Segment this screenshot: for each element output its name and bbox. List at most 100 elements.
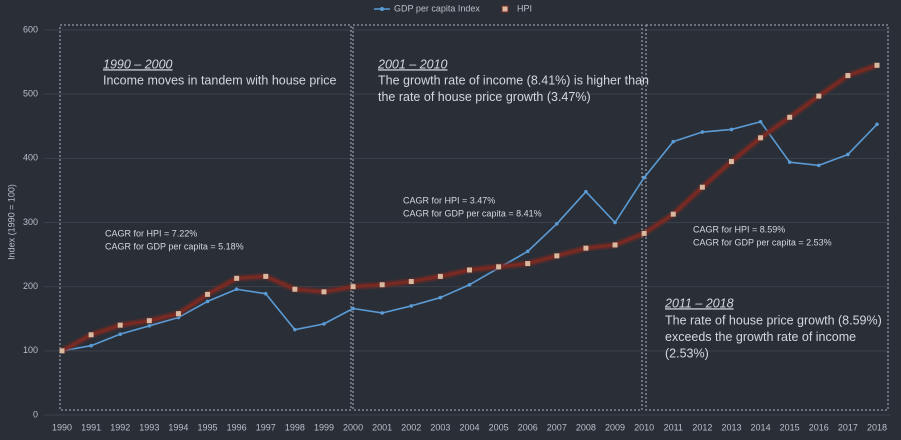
y-tick-label: 100 [23, 345, 38, 355]
point [670, 211, 676, 217]
x-tick-label: 2003 [430, 422, 450, 432]
point [555, 221, 559, 226]
point [117, 322, 123, 328]
point [118, 332, 123, 336]
x-tick-label: 2002 [401, 422, 421, 432]
point [845, 73, 851, 79]
legend-swatch [380, 7, 384, 11]
point [293, 327, 297, 332]
annotation-heading: 1990 – 2000 [103, 57, 173, 71]
x-tick-label: 1994 [168, 422, 188, 432]
point [874, 62, 880, 68]
point [205, 291, 211, 297]
annotation-text: the rate of house price growth (3.47%) [378, 90, 591, 104]
y-tick-label: 200 [23, 281, 38, 291]
point [699, 184, 705, 190]
legend-label: GDP per capita Index [394, 3, 480, 13]
point [205, 299, 210, 304]
x-tick-label: 2006 [518, 422, 538, 432]
annotation-text: The rate of house price growth (8.59%) [665, 313, 882, 327]
x-tick-label: 2011 [664, 422, 683, 432]
point [641, 230, 647, 236]
point [175, 311, 181, 317]
point [322, 322, 326, 326]
point [671, 139, 676, 144]
x-tick-label: 2010 [634, 422, 654, 432]
period-box [59, 24, 352, 411]
x-tick-label: 1999 [314, 422, 334, 432]
x-tick-label: 2015 [780, 422, 800, 432]
annotation-text: exceeds the growth rate of income [665, 330, 856, 344]
point [437, 273, 443, 279]
x-tick-label: 2007 [547, 422, 567, 432]
x-tick-label: 1991 [81, 422, 101, 432]
x-tick-label: 1996 [227, 422, 247, 432]
point [583, 245, 589, 251]
x-tick-label: 2017 [838, 422, 858, 432]
point [234, 287, 239, 292]
point [700, 130, 705, 134]
y-tick-label: 400 [23, 153, 38, 163]
legend-label: HPI [517, 3, 532, 13]
point [146, 318, 152, 324]
point [642, 175, 646, 180]
point [380, 311, 384, 315]
point [787, 160, 792, 164]
point [612, 242, 618, 248]
x-tick-label: 1995 [198, 422, 218, 432]
y-tick-label: 600 [23, 24, 38, 34]
point [263, 273, 269, 279]
annotation-cagr: CAGR for GDP per capita = 2.53% [693, 237, 832, 247]
point [846, 152, 850, 157]
x-tick-label: 2005 [489, 422, 509, 432]
point [816, 93, 822, 99]
annotation-cagr: CAGR for HPI = 8.59% [693, 224, 785, 234]
point [321, 289, 327, 295]
point [728, 159, 734, 165]
x-tick-label: 1997 [256, 422, 276, 432]
period-box [352, 24, 643, 411]
point [89, 343, 93, 348]
point [350, 284, 356, 290]
x-tick-label: 2001 [372, 422, 392, 432]
y-tick-label: 500 [23, 89, 38, 99]
point [409, 304, 414, 308]
x-tick-label: 2000 [343, 422, 363, 432]
point [147, 324, 152, 328]
period-box [645, 24, 889, 411]
point [758, 119, 763, 124]
x-tick-label: 2004 [459, 422, 479, 432]
point [758, 135, 764, 141]
x-tick-label: 2012 [692, 422, 712, 432]
point [467, 267, 472, 273]
annotation-cagr: CAGR for GDP per capita = 5.18% [105, 241, 244, 251]
x-tick-label: 2009 [605, 422, 625, 432]
point [467, 282, 472, 287]
point [59, 348, 65, 354]
x-tick-label: 1993 [139, 422, 159, 432]
point [525, 249, 530, 254]
annotation-cagr: CAGR for GDP per capita = 8.41% [403, 208, 542, 218]
y-tick-label: 0 [33, 409, 38, 419]
point [292, 286, 298, 292]
point [351, 306, 355, 311]
point [554, 253, 560, 259]
point [875, 122, 879, 127]
annotation-text: Income moves in tandem with house price [103, 73, 336, 87]
point [88, 332, 94, 338]
point [263, 291, 268, 296]
point [408, 279, 414, 285]
point [816, 163, 821, 168]
annotation-cagr: CAGR for HPI = 3.47% [403, 195, 495, 205]
x-tick-label: 1992 [110, 422, 130, 432]
annotation-heading: 2011 – 2018 [664, 296, 734, 310]
x-tick-label: 2014 [751, 422, 771, 432]
point [787, 114, 793, 120]
point [438, 295, 443, 300]
point [234, 275, 240, 281]
x-tick-label: 1998 [285, 422, 305, 432]
point [729, 127, 734, 132]
x-tick-label: 1990 [52, 422, 72, 432]
